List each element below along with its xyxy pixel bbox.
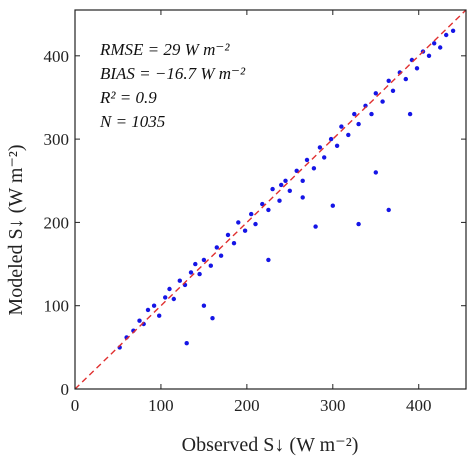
data-point xyxy=(346,132,351,138)
data-point xyxy=(231,241,237,246)
data-point xyxy=(369,111,374,117)
data-point xyxy=(330,203,335,208)
x-tick-label: 0 xyxy=(71,396,80,415)
data-point xyxy=(317,145,323,150)
data-point xyxy=(201,303,207,308)
data-point xyxy=(210,316,215,321)
data-point xyxy=(283,178,288,183)
data-point xyxy=(304,157,310,163)
data-point xyxy=(313,224,318,229)
data-point xyxy=(432,41,437,46)
data-point xyxy=(279,182,284,188)
data-point xyxy=(339,124,344,129)
data-point xyxy=(151,303,157,308)
data-point xyxy=(386,207,391,213)
data-point xyxy=(300,178,305,183)
bias-annotation: BIAS = −16.7 W m⁻² xyxy=(100,64,246,83)
data-point xyxy=(300,195,305,200)
data-point xyxy=(201,257,207,263)
data-point xyxy=(171,296,176,302)
data-point xyxy=(249,211,254,217)
data-point xyxy=(188,270,194,275)
data-point xyxy=(277,198,282,203)
data-point xyxy=(373,170,378,175)
data-point xyxy=(322,155,327,160)
data-point xyxy=(242,228,248,233)
data-point xyxy=(380,99,385,104)
data-point xyxy=(260,201,265,207)
data-point xyxy=(407,111,413,117)
data-points xyxy=(117,28,456,350)
x-tick-label: 100 xyxy=(148,396,174,415)
data-point xyxy=(214,245,219,250)
y-tick-label: 300 xyxy=(44,130,70,149)
data-point xyxy=(218,253,224,258)
data-point xyxy=(426,53,432,58)
r2-annotation: R² = 0.9 xyxy=(99,88,157,107)
data-point xyxy=(163,295,168,300)
data-point xyxy=(444,32,449,38)
data-point xyxy=(266,257,271,263)
x-tick-label: 200 xyxy=(234,396,260,415)
y-tick-label: 0 xyxy=(61,380,70,399)
data-point xyxy=(177,278,182,283)
y-axis-title: Modeled S↓ (W m⁻²) xyxy=(5,144,27,315)
data-point xyxy=(414,66,420,71)
axis-ticks: 0 100 200 300 400 0 100 200 300 400 xyxy=(44,10,466,415)
data-point xyxy=(236,220,241,225)
data-point xyxy=(356,221,361,227)
data-point xyxy=(328,136,334,142)
data-point xyxy=(386,78,391,84)
x-axis-title: Observed S↓ (W m⁻²) xyxy=(182,434,359,456)
data-point xyxy=(352,111,357,117)
y-tick-label: 100 xyxy=(44,297,70,316)
data-point xyxy=(287,188,292,193)
data-point xyxy=(157,313,162,318)
data-point xyxy=(266,207,271,213)
y-tick-label: 200 xyxy=(44,213,70,232)
data-point xyxy=(294,168,299,173)
one-to-one-reference-line xyxy=(74,9,467,390)
n-annotation: N = 1035 xyxy=(99,112,165,131)
data-point xyxy=(208,263,213,268)
data-point xyxy=(390,88,396,94)
data-point xyxy=(334,143,340,148)
data-point xyxy=(193,261,198,267)
data-point xyxy=(270,186,275,192)
data-point xyxy=(145,307,151,313)
data-point xyxy=(311,166,317,171)
plot-frame xyxy=(74,9,467,390)
data-point xyxy=(403,76,408,82)
y-tick-label: 400 xyxy=(44,47,70,66)
data-point xyxy=(137,318,142,323)
data-point xyxy=(450,28,456,33)
data-point xyxy=(225,232,231,238)
rmse-annotation: RMSE = 29 W m⁻² xyxy=(99,40,230,59)
data-point xyxy=(167,286,172,292)
x-tick-label: 400 xyxy=(406,396,432,415)
data-point xyxy=(373,91,378,96)
data-point xyxy=(253,221,258,227)
x-tick-label: 300 xyxy=(320,396,346,415)
data-point xyxy=(184,341,189,346)
data-point xyxy=(438,45,443,50)
annotation-block: RMSE = 29 W m⁻² BIAS = −16.7 W m⁻² R² = … xyxy=(99,40,246,131)
data-point xyxy=(356,121,361,127)
data-point xyxy=(197,271,202,277)
